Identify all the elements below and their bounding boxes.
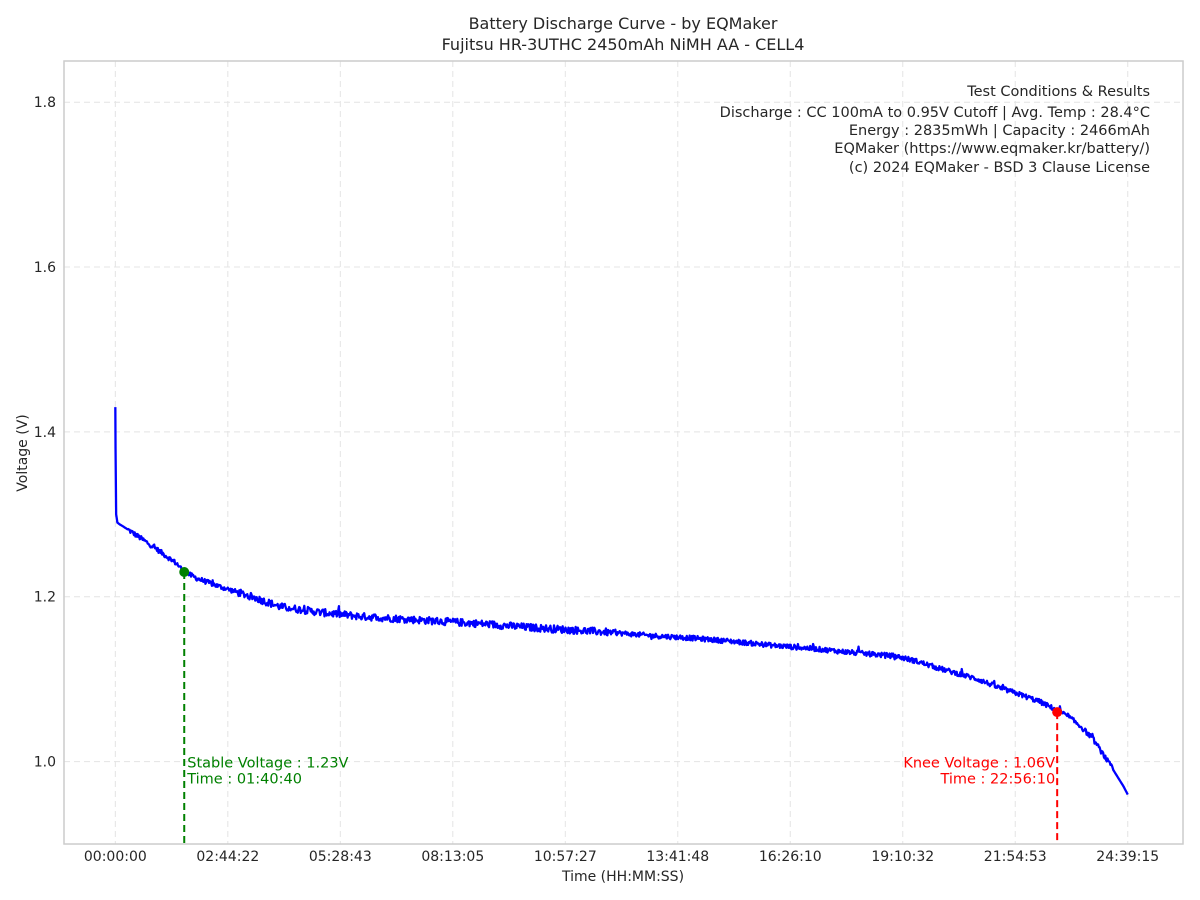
info-energy-capacity: Energy : 2835mWh | Capacity : 2466mAh bbox=[849, 123, 1150, 139]
x-tick-labels: 00:00:00 02:44:22 05:28:43 08:13:05 10:57:27… bbox=[84, 849, 1159, 865]
stable-time-label: Time : 01:40:40 bbox=[186, 772, 302, 788]
y-tick-label: 1.6 bbox=[34, 260, 56, 276]
x-tick-label: 08:13:05 bbox=[421, 849, 484, 865]
stable-voltage-point bbox=[179, 567, 190, 578]
y-tick-label: 1.2 bbox=[34, 590, 56, 606]
knee-voltage-point bbox=[1052, 707, 1063, 718]
y-tick-label: 1.8 bbox=[34, 95, 56, 111]
x-tick-label: 13:41:48 bbox=[646, 849, 709, 865]
test-conditions-box: Test Conditions & Results Discharge : CC… bbox=[720, 84, 1150, 176]
annotations bbox=[183, 572, 1059, 844]
info-discharge: Discharge : CC 100mA to 0.95V Cutoff | A… bbox=[720, 105, 1150, 121]
x-tick-label: 16:26:10 bbox=[759, 849, 822, 865]
plot-frame bbox=[63, 60, 1184, 845]
info-license: (c) 2024 EQMaker - BSD 3 Clause License bbox=[849, 160, 1150, 176]
y-tick-labels: 1.0 1.2 1.4 1.6 1.8 bbox=[34, 95, 56, 770]
y-tick-label: 1.0 bbox=[34, 755, 56, 771]
info-website: EQMaker (https://www.eqmaker.kr/battery/… bbox=[834, 141, 1150, 157]
discharge-series-line bbox=[114, 407, 1129, 796]
x-tick-label: 19:10:32 bbox=[871, 849, 934, 865]
x-tick-label: 05:28:43 bbox=[309, 849, 372, 865]
knee-voltage-label: Knee Voltage : 1.06V bbox=[903, 756, 1055, 772]
chart-subtitle: Fujitsu HR-3UTHC 2450mAh NiMH AA - CELL4 bbox=[442, 35, 805, 54]
x-tick-label: 24:39:15 bbox=[1096, 849, 1159, 865]
x-tick-label: 21:54:53 bbox=[984, 849, 1047, 865]
y-tick-label: 1.4 bbox=[34, 425, 56, 441]
info-heading: Test Conditions & Results bbox=[966, 84, 1150, 100]
x-axis-label: Time (HH:MM:SS) bbox=[561, 869, 684, 885]
x-tick-label: 02:44:22 bbox=[196, 849, 259, 865]
x-tick-label: 00:00:00 bbox=[84, 849, 147, 865]
y-axis-label: Voltage (V) bbox=[15, 414, 31, 491]
x-tick-label: 10:57:27 bbox=[534, 849, 597, 865]
grid bbox=[64, 61, 1183, 844]
chart-title: Battery Discharge Curve - by EQMaker bbox=[469, 14, 778, 33]
stable-voltage-label: Stable Voltage : 1.23V bbox=[187, 756, 348, 772]
knee-time-label: Time : 22:56:10 bbox=[939, 772, 1055, 788]
